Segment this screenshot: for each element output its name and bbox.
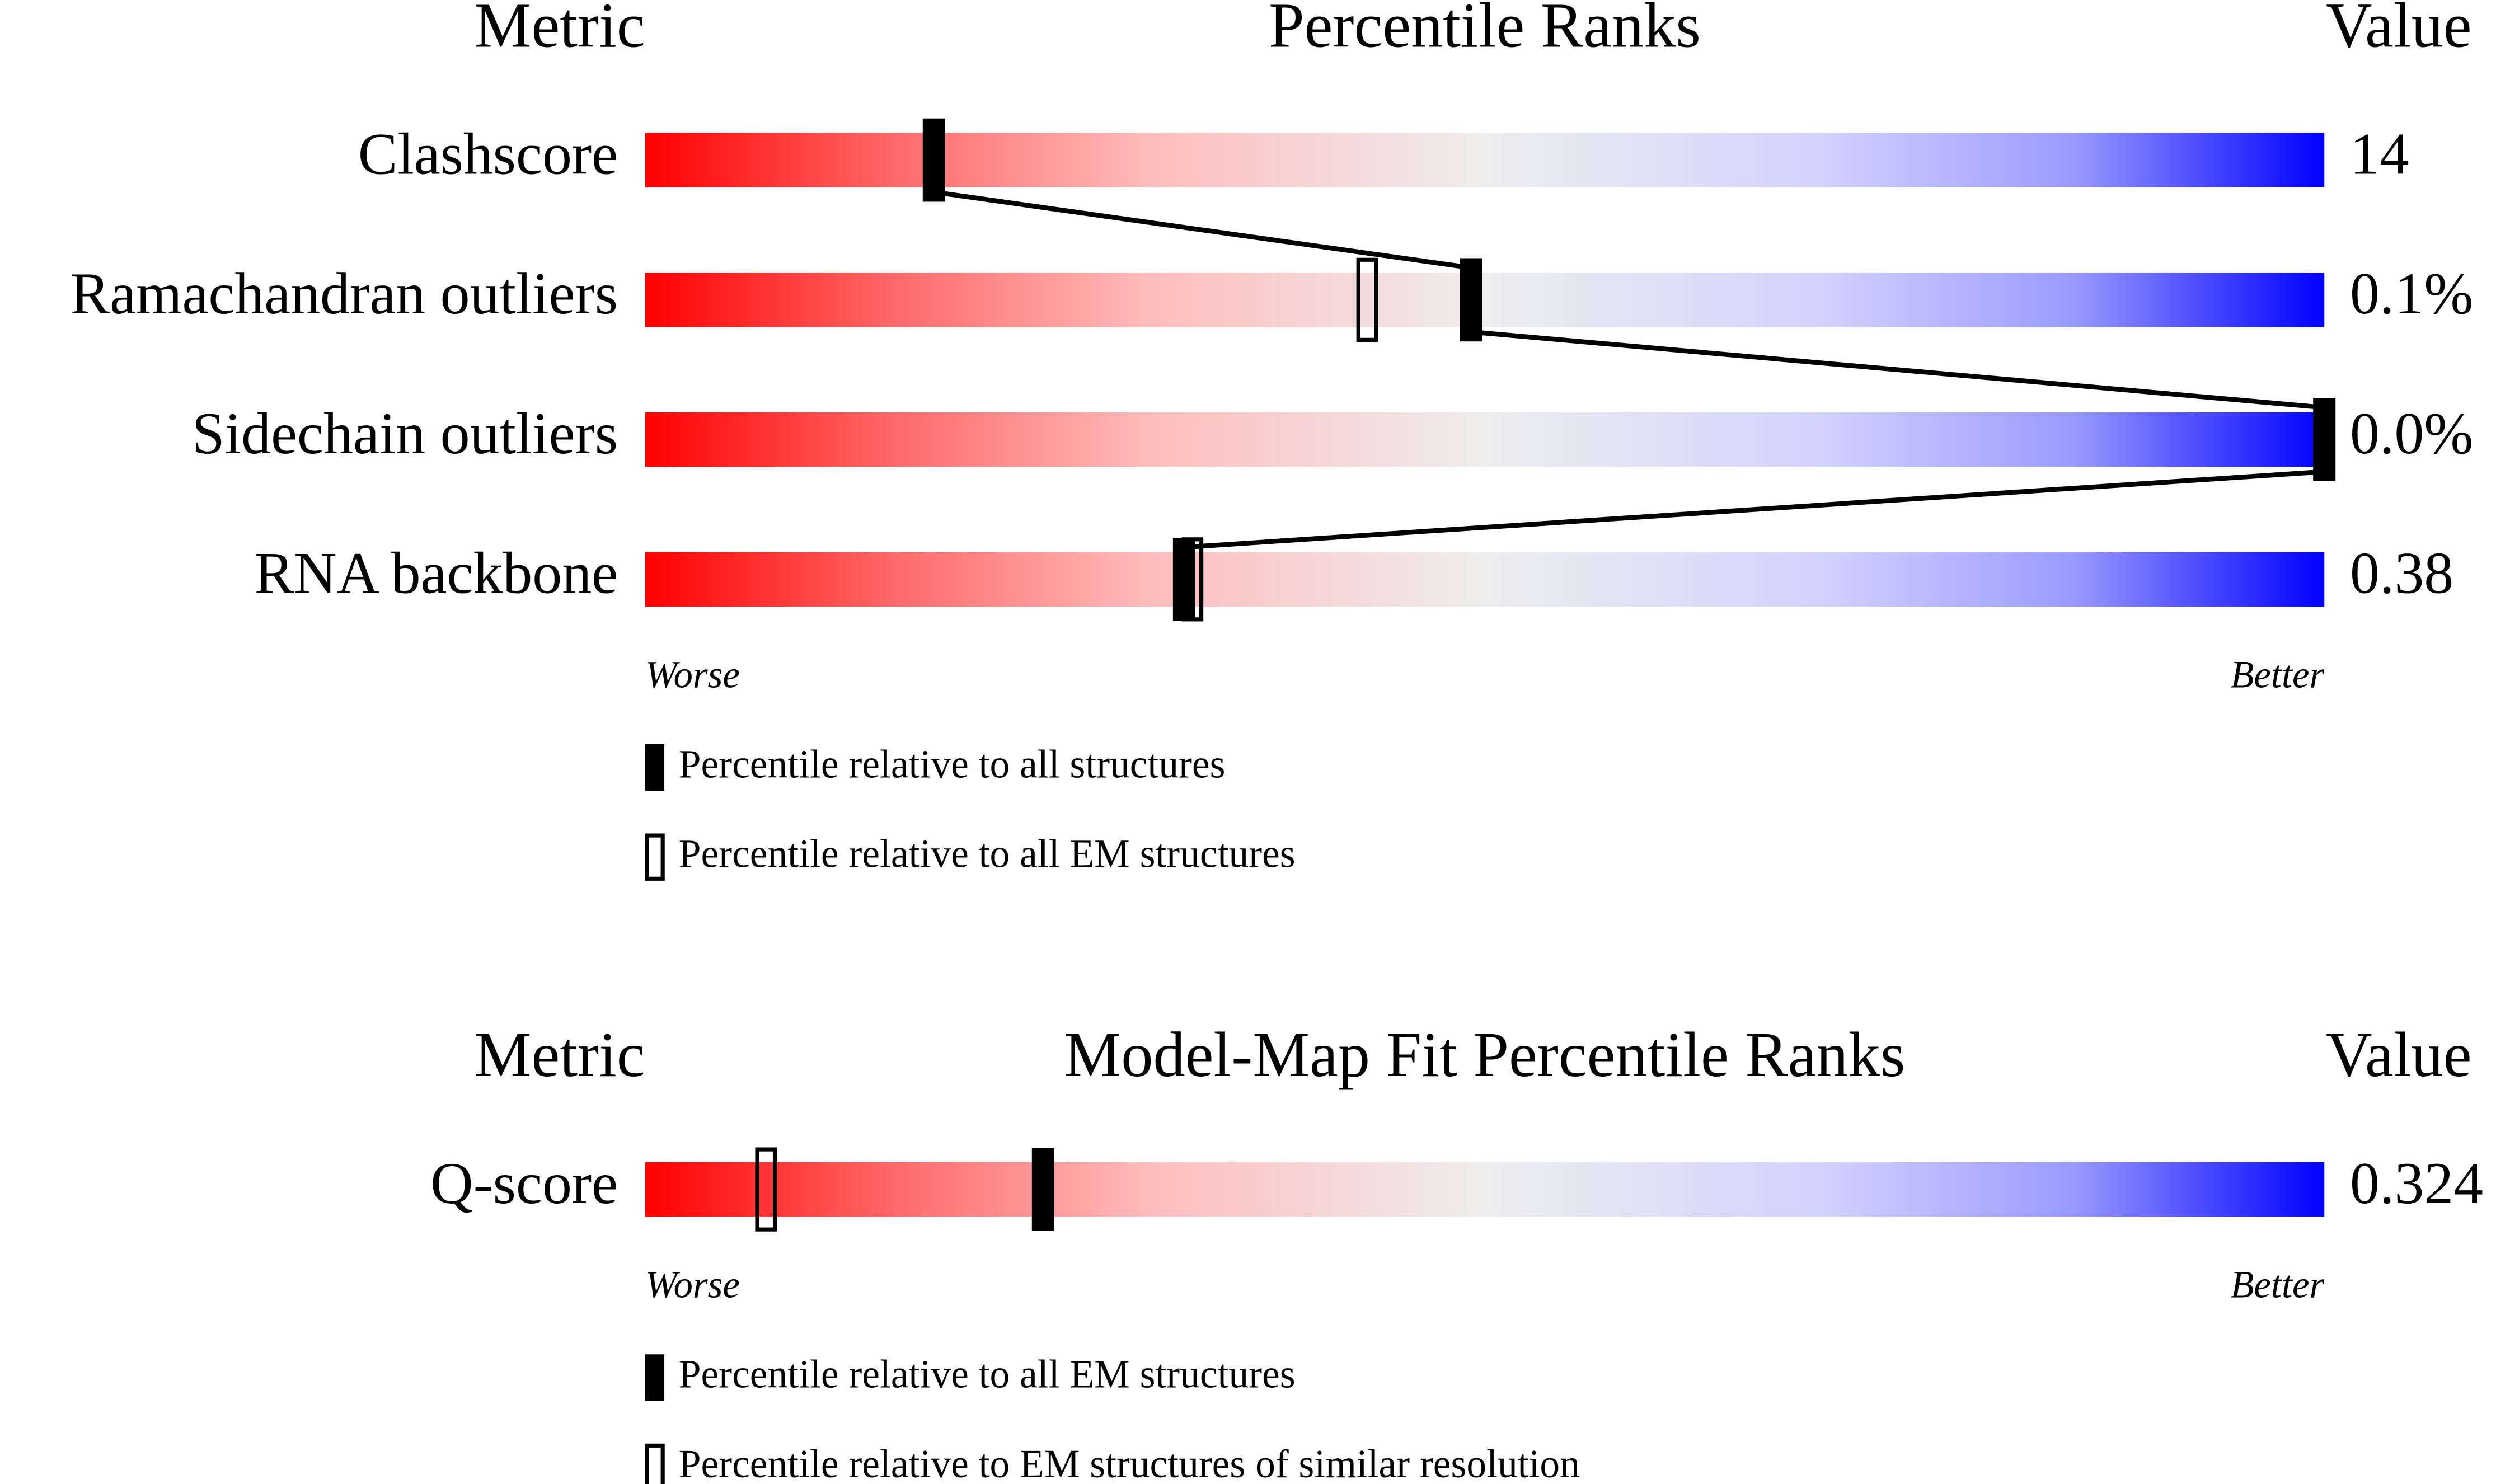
metric-header: Metric (475, 0, 645, 60)
better-label: Better (2230, 1264, 2324, 1306)
metric-label: Sidechain outliers (192, 401, 618, 466)
value-header: Value (2326, 1019, 2471, 1090)
legend-filled-label: Percentile relative to all EM structures (679, 1352, 1296, 1397)
percentile-bar (645, 273, 2325, 327)
legend-filled-marker (645, 1354, 665, 1401)
filled-marker (922, 118, 945, 202)
metric-value: 0.0% (2350, 401, 2473, 466)
percentile-bar (645, 412, 2325, 467)
chart-title: Percentile Ranks (1269, 0, 1701, 60)
metric-value: 0.324 (2350, 1150, 2483, 1216)
metric-value: 14 (2350, 121, 2409, 186)
worse-label: Worse (645, 1264, 740, 1306)
better-label: Better (2230, 653, 2324, 696)
legend-open-marker (644, 833, 665, 881)
percentile-bar (645, 133, 2325, 187)
metric-value: 0.38 (2350, 541, 2453, 606)
value-header: Value (2326, 0, 2471, 60)
metric-label: RNA backbone (255, 541, 618, 606)
open-marker (1356, 257, 1378, 342)
metric-value: 0.1% (2350, 261, 2473, 326)
chart-title: Model-Map Fit Percentile Ranks (1064, 1019, 1906, 1090)
legend-open-label: Percentile relative to all EM structures (679, 832, 1296, 876)
worse-label: Worse (645, 653, 740, 696)
filled-marker (1172, 537, 1195, 621)
open-marker (755, 1147, 777, 1232)
connector-line (933, 190, 2327, 550)
metric-label: Q-score (430, 1150, 618, 1216)
legend-open-label: Percentile relative to EM structures of … (679, 1442, 1580, 1484)
percentile-bar (645, 1162, 2325, 1217)
percentile-bar (645, 552, 2325, 607)
legend-open-marker (644, 1443, 665, 1484)
legend-filled-marker (645, 744, 665, 791)
legend-filled-label: Percentile relative to all structures (679, 742, 1226, 786)
metric-label: Clashscore (358, 121, 618, 186)
metric-header: Metric (475, 1019, 645, 1090)
filled-marker (1031, 1148, 1054, 1231)
metric-label: Ramachandran outliers (71, 261, 618, 326)
